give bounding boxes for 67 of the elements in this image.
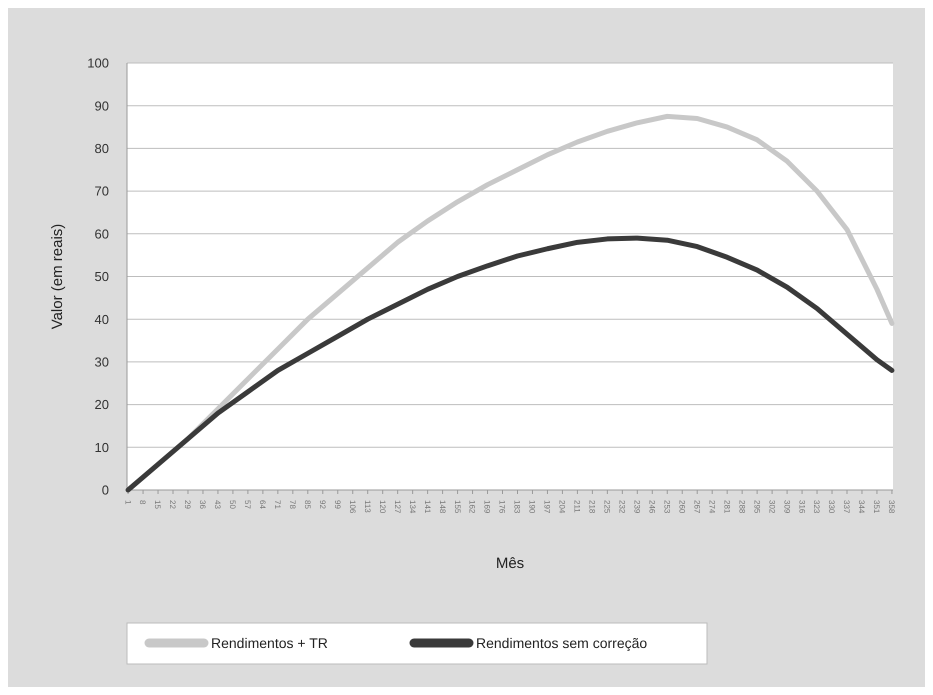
x-tick-label: 218 [588,500,597,514]
y-tick-label: 50 [94,269,109,284]
x-tick-label: 120 [378,500,387,514]
x-tick-label: 316 [797,500,806,514]
x-tick-label: 99 [332,500,342,510]
x-tick-label: 155 [452,500,462,514]
x-tick-label: 141 [422,500,432,514]
legend-label: Rendimentos + TR [211,634,328,651]
x-tick-label: 204 [558,500,567,514]
x-tick-label: 127 [392,500,402,514]
x-tick-label: 92 [318,500,327,510]
x-tick-label: 337 [842,500,852,514]
x-tick-label: 330 [827,500,836,514]
y-tick-label: 40 [94,312,109,327]
y-tick-label: 70 [94,184,109,199]
y-tick-label: 60 [94,226,109,242]
x-tick-label: 85 [303,500,312,510]
x-tick-label: 8 [138,500,148,505]
x-tick-label: 302 [767,500,776,514]
x-tick-label: 309 [782,500,792,514]
y-tick-label: 100 [87,56,109,71]
x-axis-title: Mês [496,555,524,572]
y-tick-label: 10 [94,440,109,455]
x-tick-label: 43 [213,500,222,510]
x-tick-label: 232 [618,500,627,514]
x-tick-label: 260 [677,500,686,514]
x-tick-label: 225 [602,500,612,514]
x-tick-label: 267 [692,500,702,514]
x-tick-label: 1 [123,500,132,505]
x-tick-label: 197 [542,500,552,514]
x-tick-label: 246 [647,500,656,514]
x-tick-label: 281 [722,500,732,514]
x-tick-label: 274 [707,500,716,514]
x-tick-label: 134 [408,500,417,514]
x-tick-label: 162 [468,500,477,514]
x-tick-label: 183 [512,500,522,514]
x-tick-label: 344 [857,500,866,514]
y-tick-label: 80 [94,140,109,156]
legend-label: Rendimentos sem correção [476,634,648,651]
x-tick-label: 29 [183,500,192,510]
x-tick-label: 358 [887,500,896,514]
x-tick-label: 295 [752,500,762,514]
y-tick-label: 0 [102,482,109,498]
y-tick-label: 20 [94,397,109,412]
x-tick-label: 71 [273,500,282,510]
x-tick-label: 78 [288,500,298,510]
x-tick-label: 323 [812,500,822,514]
x-tick-label: 351 [872,500,882,514]
x-tick-label: 106 [348,500,357,514]
x-tick-label: 57 [243,500,252,510]
y-tick-label: 90 [94,98,109,114]
x-tick-label: 176 [498,500,507,514]
x-tick-label: 169 [482,500,492,514]
x-tick-label: 22 [168,500,178,510]
y-tick-label: 30 [94,354,109,370]
x-tick-label: 288 [737,500,746,514]
x-tick-label: 36 [198,500,208,510]
x-tick-label: 253 [662,500,672,514]
x-tick-label: 15 [153,500,162,510]
x-tick-label: 148 [438,500,447,514]
x-tick-label: 190 [528,500,537,514]
x-tick-label: 239 [632,500,642,514]
x-tick-label: 211 [572,500,582,514]
x-tick-label: 50 [228,500,238,510]
x-tick-label: 64 [258,500,268,510]
x-tick-label: 113 [362,500,372,514]
y-axis-title: Valor (em reais) [49,224,66,330]
